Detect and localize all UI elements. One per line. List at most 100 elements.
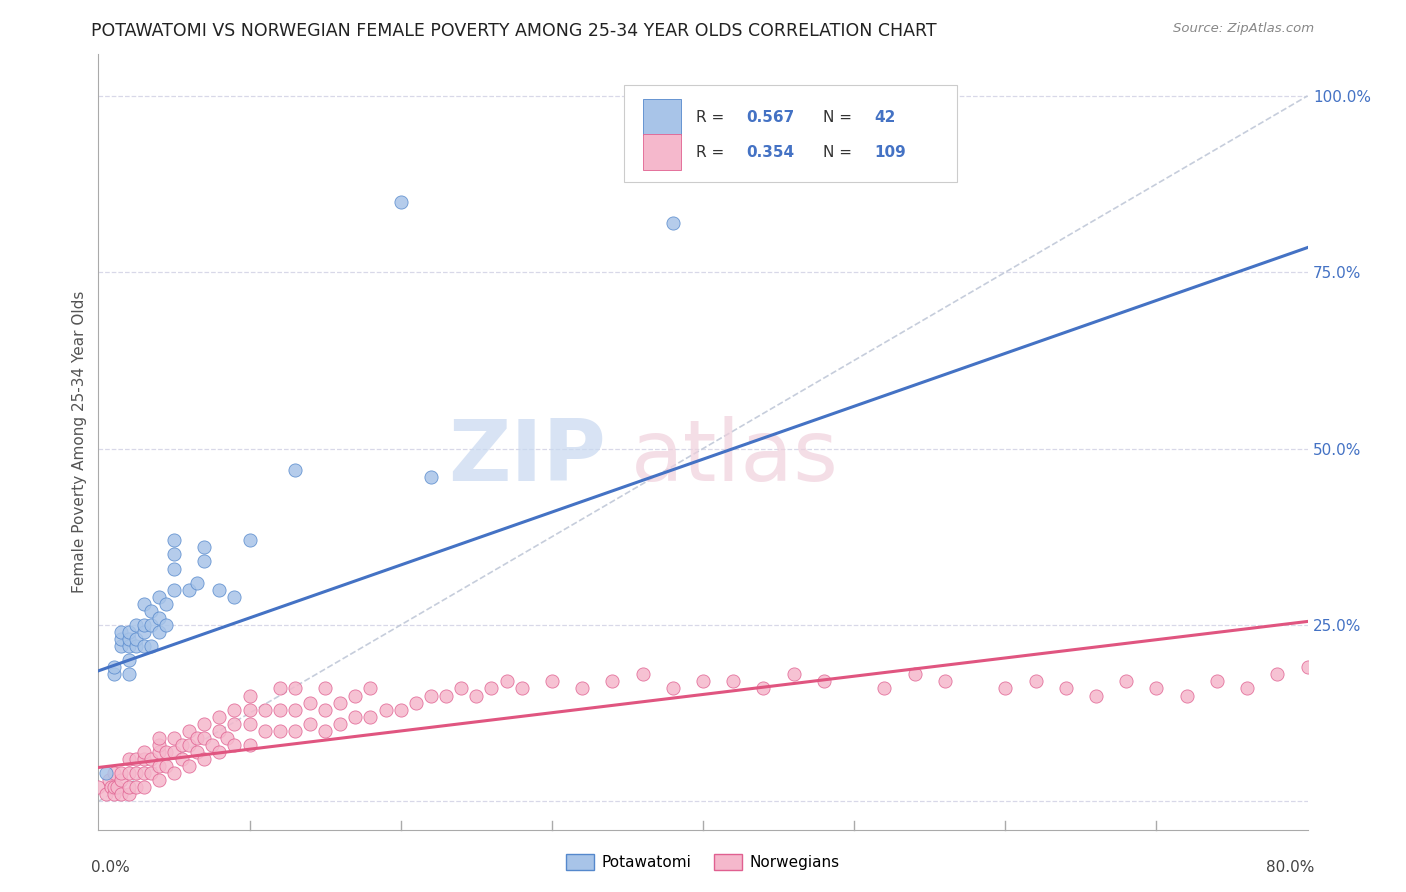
Point (215, 731, 238, 745)
Point (420, 470, 443, 484)
Point (571, 681, 593, 696)
Point (193, 731, 215, 745)
Point (783, 667, 806, 681)
Point (934, 674, 956, 689)
Point (163, 766, 186, 780)
Point (344, 709, 367, 723)
Point (148, 625, 170, 640)
Point (994, 681, 1017, 696)
Point (602, 674, 624, 689)
Point (125, 618, 148, 632)
Point (314, 723, 336, 738)
Point (110, 625, 132, 640)
Point (193, 541, 215, 555)
Point (186, 731, 208, 745)
Point (148, 759, 170, 773)
Point (495, 674, 517, 689)
Point (208, 723, 231, 738)
Point (148, 590, 170, 604)
Point (239, 533, 262, 548)
Text: POTAWATOMI VS NORWEGIAN FEMALE POVERTY AMONG 25-34 YEAR OLDS CORRELATION CHART: POTAWATOMI VS NORWEGIAN FEMALE POVERTY A… (91, 22, 936, 40)
Point (269, 681, 291, 696)
Point (132, 618, 155, 632)
Point (103, 787, 125, 801)
Point (163, 731, 186, 745)
FancyBboxPatch shape (643, 99, 682, 135)
Point (118, 766, 141, 780)
Point (201, 738, 224, 752)
Point (118, 667, 141, 681)
Point (163, 548, 186, 562)
Point (170, 738, 193, 752)
Point (132, 745, 155, 759)
Point (98, 773, 121, 788)
Point (329, 696, 352, 710)
Point (299, 716, 322, 731)
Text: ZIP: ZIP (449, 416, 606, 499)
Point (179, 723, 201, 738)
Point (239, 703, 262, 717)
Point (118, 653, 141, 667)
Point (105, 780, 128, 795)
Point (239, 689, 262, 703)
Point (141, 604, 163, 618)
Point (125, 639, 148, 653)
Point (692, 674, 714, 689)
Point (284, 723, 307, 738)
Point (94, 766, 117, 780)
Point (389, 703, 412, 717)
Point (110, 773, 132, 788)
Point (284, 703, 307, 717)
Point (103, 660, 125, 674)
Point (141, 618, 163, 632)
Point (1085, 689, 1108, 703)
Point (1296, 660, 1319, 674)
Point (163, 582, 186, 597)
Point (179, 738, 201, 752)
Point (110, 766, 132, 780)
Text: 80.0%: 80.0% (1267, 861, 1315, 875)
Point (224, 738, 246, 752)
Point (813, 674, 835, 689)
Point (481, 681, 503, 696)
Point (141, 639, 163, 653)
Text: N =: N = (823, 110, 856, 125)
Point (132, 597, 155, 611)
Point (103, 766, 125, 780)
Point (148, 745, 170, 759)
Point (284, 463, 307, 477)
Text: Source: ZipAtlas.com: Source: ZipAtlas.com (1174, 22, 1315, 36)
Point (374, 703, 396, 717)
Point (132, 639, 155, 653)
Point (110, 787, 132, 801)
Point (434, 689, 457, 703)
Point (1236, 681, 1258, 696)
Point (110, 639, 132, 653)
Point (125, 752, 148, 766)
Point (1054, 681, 1077, 696)
Point (132, 766, 155, 780)
Point (118, 632, 141, 646)
Point (125, 632, 148, 646)
Point (103, 667, 125, 681)
Point (389, 194, 412, 209)
Point (186, 745, 208, 759)
Point (125, 766, 148, 780)
Point (752, 681, 775, 696)
Point (125, 780, 148, 795)
Point (163, 561, 186, 575)
Text: 0.354: 0.354 (747, 145, 794, 160)
Point (1144, 681, 1167, 696)
Point (94, 787, 117, 801)
Point (170, 752, 193, 766)
Point (132, 625, 155, 640)
Point (329, 716, 352, 731)
Point (208, 709, 231, 723)
Y-axis label: Female Poverty Among 25-34 Year Olds: Female Poverty Among 25-34 Year Olds (72, 291, 87, 592)
Point (118, 752, 141, 766)
Point (510, 681, 533, 696)
Point (904, 667, 927, 681)
Point (873, 681, 896, 696)
Text: 109: 109 (875, 145, 907, 160)
Point (269, 723, 291, 738)
